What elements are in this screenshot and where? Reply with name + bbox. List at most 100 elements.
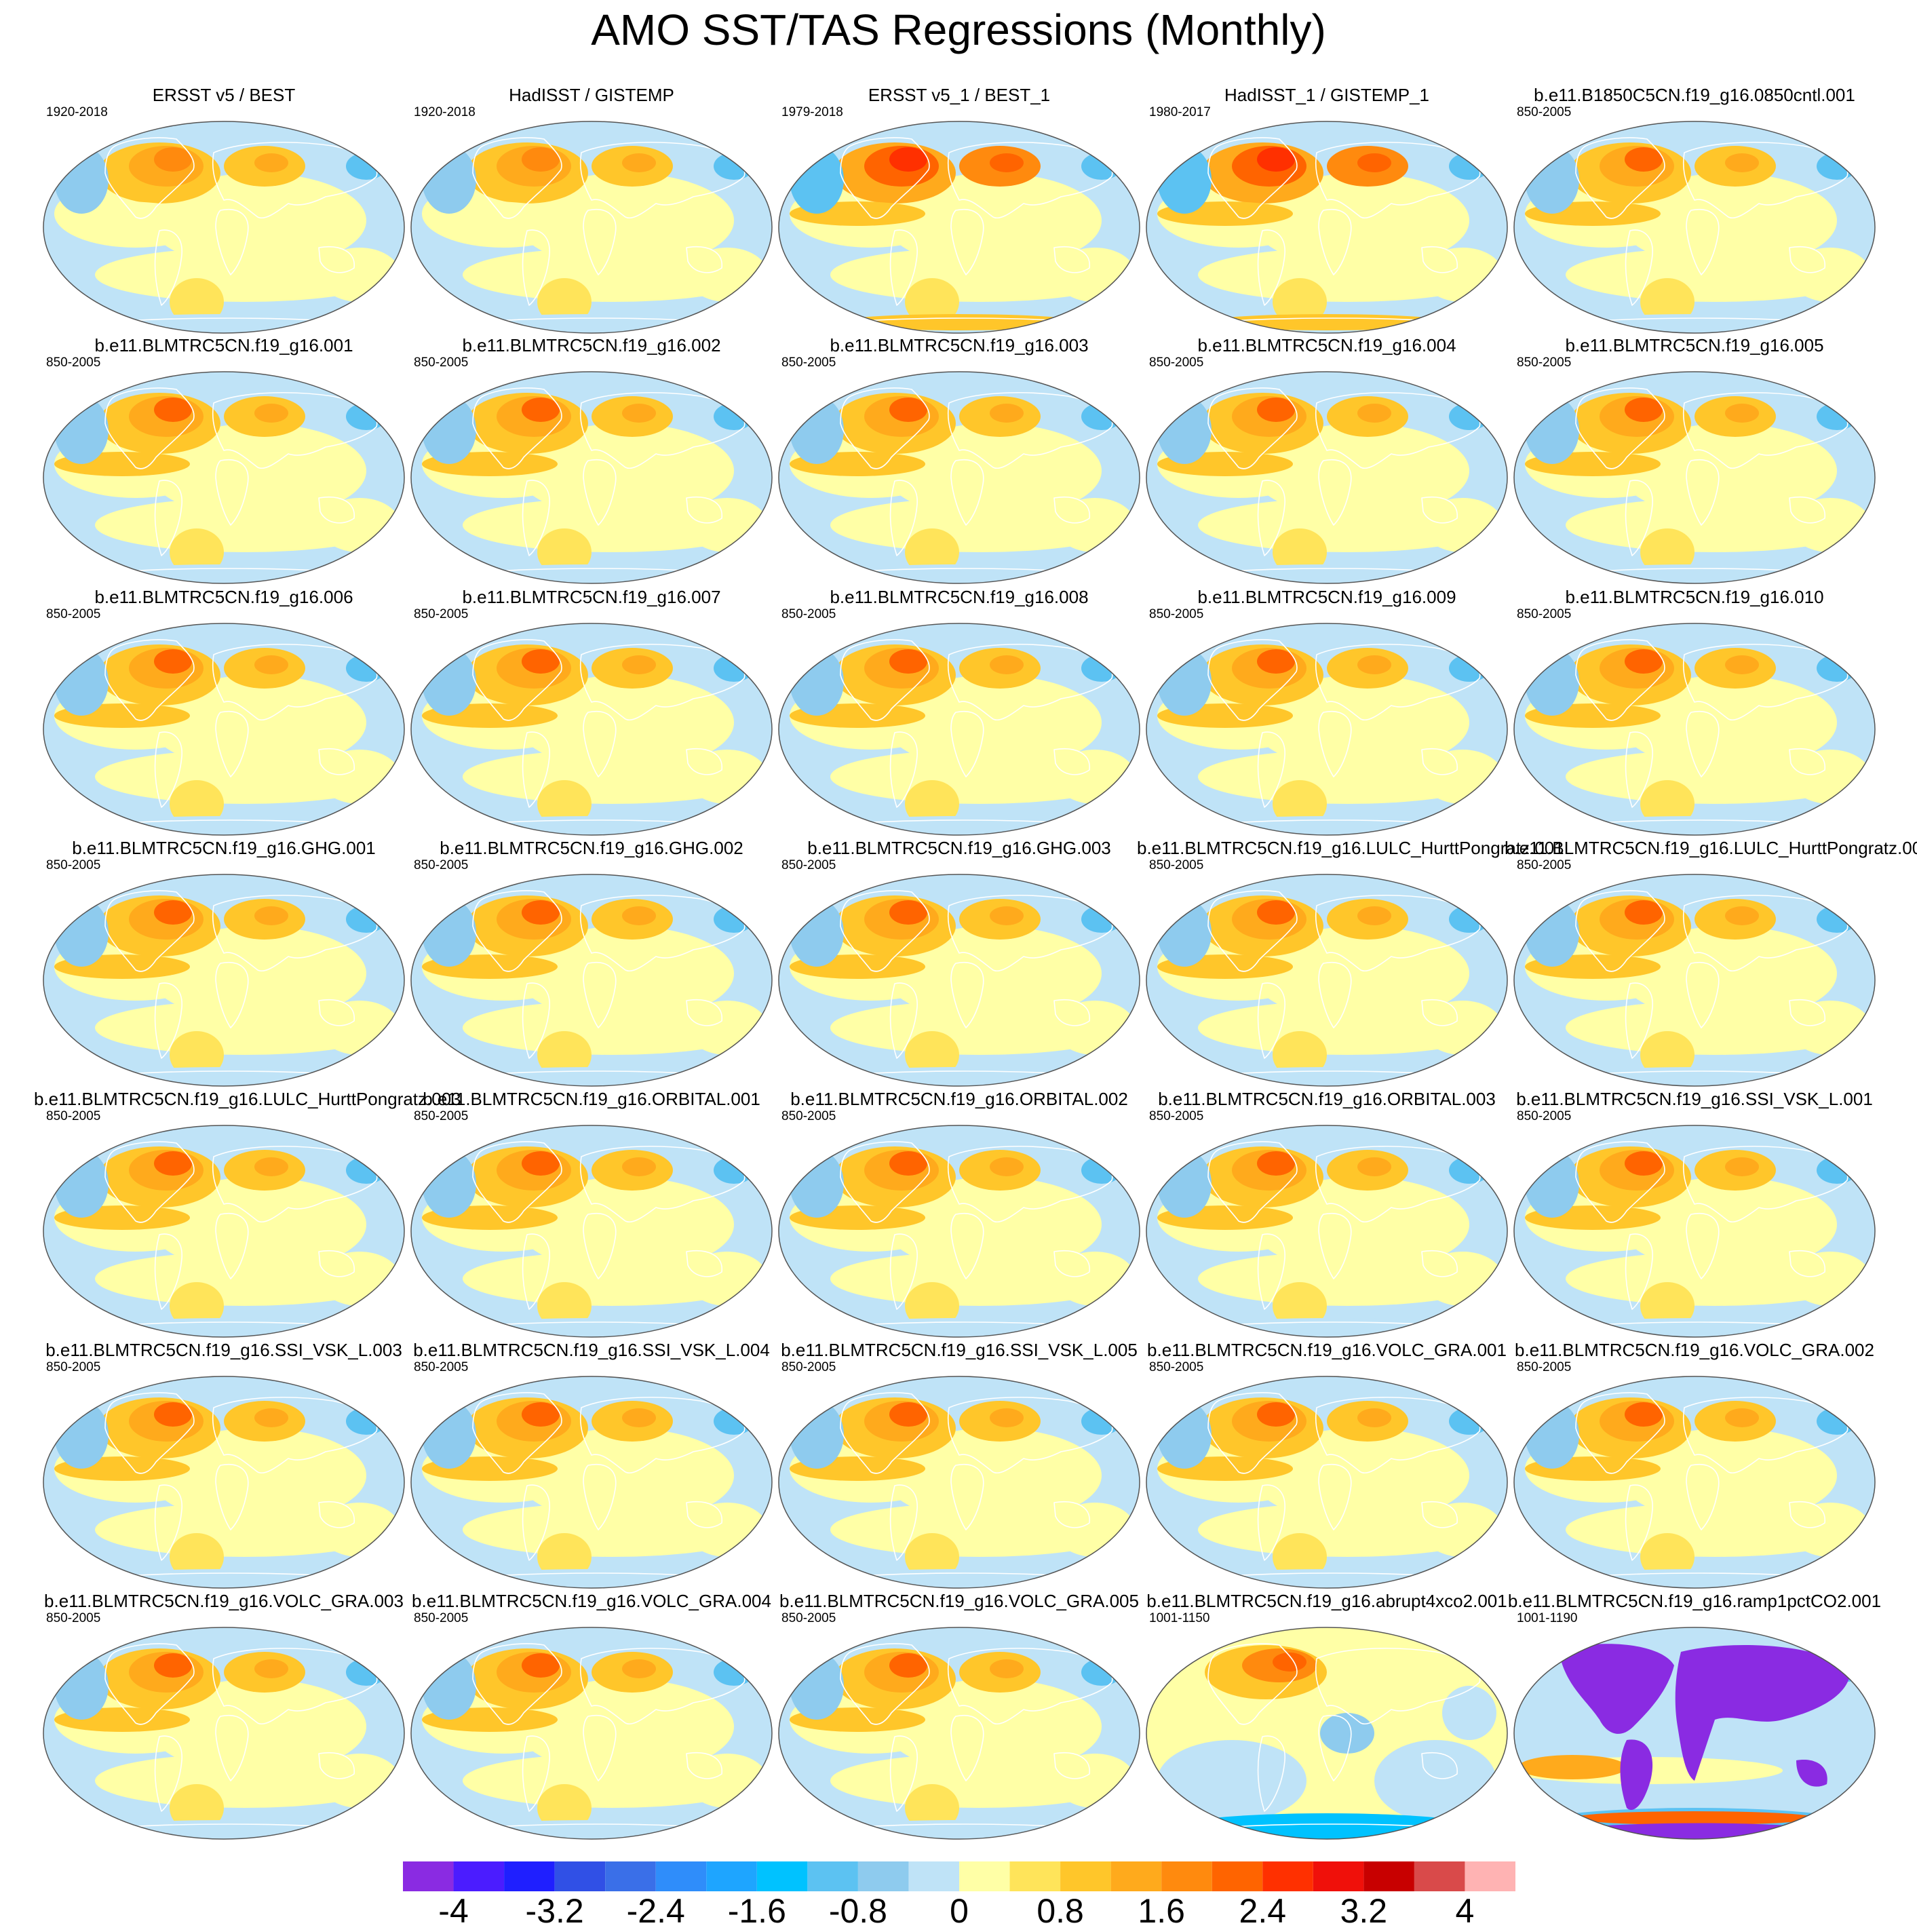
world-map (410, 371, 773, 584)
panel-period: 850-2005 (1517, 1360, 1572, 1374)
colorbar-swatch (1060, 1861, 1111, 1891)
map-panel: b.e11.BLMTRC5CN.f19_g16.GHG.002 850-2005 (408, 838, 775, 1089)
map-panel: b.e11.BLMTRC5CN.f19_g16.006 850-2005 (41, 587, 407, 838)
world-map (410, 874, 773, 1087)
world-map (1513, 1627, 1876, 1840)
panel-title: b.e11.BLMTRC5CN.f19_g16.VOLC_GRA.002 (1515, 1340, 1874, 1360)
panel-title: b.e11.BLMTRC5CN.f19_g16.002 (462, 335, 721, 355)
world-map (778, 874, 1140, 1087)
map-panel: b.e11.BLMTRC5CN.f19_g16.GHG.003 850-2005 (776, 838, 1142, 1089)
panel-period: 850-2005 (1149, 1360, 1204, 1374)
panel-period: 850-2005 (781, 1360, 836, 1374)
panel-title: b.e11.BLMTRC5CN.f19_g16.ORBITAL.002 (790, 1089, 1128, 1109)
panel-title: b.e11.BLMTRC5CN.f19_g16.SSI_VSK_L.001 (1516, 1089, 1873, 1109)
panel-period: 850-2005 (781, 858, 836, 872)
panel-period: 850-2005 (46, 607, 101, 621)
colorbar-swatch (706, 1861, 757, 1891)
world-map (43, 1376, 405, 1589)
map-panel: b.e11.BLMTRC5CN.f19_g16.LULC_HurttPongra… (1137, 838, 1564, 1089)
map-panel: b.e11.BLMTRC5CN.f19_g16.VOLC_GRA.005 850-… (776, 1591, 1142, 1842)
panel-period: 850-2005 (1517, 607, 1572, 621)
panel-period: 1920-2018 (46, 105, 108, 119)
world-map (1146, 1376, 1508, 1589)
map-panel: b.e11.BLMTRC5CN.f19_g16.010 850-2005 (1511, 587, 1878, 838)
colorbar-tick-label: 2.4 (1239, 1892, 1287, 1930)
colorbar-tick-label: 3.2 (1340, 1892, 1388, 1930)
map-panel: b.e11.BLMTRC5CN.f19_g16.SSI_VSK_L.003 850… (41, 1340, 407, 1591)
panel-period: 850-2005 (781, 607, 836, 621)
colorbar-tick-label: 0.8 (1037, 1892, 1084, 1930)
world-map (43, 1627, 405, 1840)
colorbar-swatch (403, 1861, 454, 1891)
map-panel: ERSST v5 / BEST 1920-2018 (41, 85, 407, 336)
panel-period: 850-2005 (46, 858, 101, 872)
panel-title: b.e11.BLMTRC5CN.f19_g16.007 (462, 587, 721, 607)
world-map (1146, 1627, 1508, 1840)
world-map (1146, 623, 1508, 836)
map-panel: b.e11.B1850C5CN.f19_g16.0850cntl.001 850-… (1511, 85, 1878, 336)
map-panel: b.e11.BLMTRC5CN.f19_g16.abrupt4xco2.001 1… (1144, 1591, 1510, 1842)
colorbar-swatch (1465, 1861, 1515, 1891)
map-panel: b.e11.BLMTRC5CN.f19_g16.LULC_HurttPongra… (34, 1089, 461, 1340)
colorbar-swatch (1009, 1861, 1061, 1891)
map-panel: b.e11.BLMTRC5CN.f19_g16.005 850-2005 (1511, 335, 1878, 586)
world-map (43, 121, 405, 334)
panel-period: 850-2005 (414, 1109, 469, 1123)
map-panel: b.e11.BLMTRC5CN.f19_g16.007 850-2005 (408, 587, 775, 838)
map-panel: b.e11.BLMTRC5CN.f19_g16.LULC_HurttPongra… (1505, 838, 1917, 1089)
world-map (778, 1125, 1140, 1338)
panel-period: 850-2005 (414, 858, 469, 872)
panel-title: b.e11.BLMTRC5CN.f19_g16.VOLC_GRA.003 (44, 1591, 404, 1611)
world-map (410, 1125, 773, 1338)
panel-title: b.e11.BLMTRC5CN.f19_g16.003 (830, 335, 1089, 355)
colorbar-swatch (807, 1861, 858, 1891)
panel-period: 1001-1190 (1517, 1611, 1578, 1625)
map-panel: b.e11.BLMTRC5CN.f19_g16.009 850-2005 (1144, 587, 1510, 838)
map-panel: b.e11.BLMTRC5CN.f19_g16.ORBITAL.003 850-2… (1144, 1089, 1510, 1340)
map-panel: b.e11.BLMTRC5CN.f19_g16.ORBITAL.001 850-2… (408, 1089, 775, 1340)
colorbar-swatch (655, 1861, 707, 1891)
panel-title: b.e11.BLMTRC5CN.f19_g16.GHG.003 (807, 838, 1111, 858)
panel-title: b.e11.BLMTRC5CN.f19_g16.GHG.001 (72, 838, 376, 858)
panel-period: 850-2005 (781, 1109, 836, 1123)
panel-period: 850-2005 (414, 1611, 469, 1625)
panel-period: 850-2005 (46, 355, 101, 370)
panel-title: b.e11.BLMTRC5CN.f19_g16.SSI_VSK_L.003 (45, 1340, 402, 1360)
colorbar-swatch (453, 1861, 505, 1891)
panel-title: ERSST v5 / BEST (152, 85, 296, 105)
panel-title: b.e11.BLMTRC5CN.f19_g16.abrupt4xco2.001 (1146, 1591, 1507, 1611)
colorbar-swatch (1161, 1861, 1212, 1891)
panel-period: 850-2005 (781, 355, 836, 370)
panel-period: 850-2005 (781, 1611, 836, 1625)
panel-period: 1001-1150 (1149, 1611, 1210, 1625)
panel-title: b.e11.BLMTRC5CN.f19_g16.LULC_HurttPongra… (34, 1089, 461, 1109)
panel-title: b.e11.BLMTRC5CN.f19_g16.009 (1197, 587, 1456, 607)
world-map (1513, 874, 1876, 1087)
colorbar-tick-label: -3.2 (525, 1892, 584, 1930)
colorbar-swatch (908, 1861, 959, 1891)
panel-title: b.e11.BLMTRC5CN.f19_g16.VOLC_GRA.004 (412, 1591, 771, 1611)
map-panel: b.e11.BLMTRC5CN.f19_g16.002 850-2005 (408, 335, 775, 586)
world-map (778, 121, 1140, 334)
world-map (410, 121, 773, 334)
panel-title: b.e11.BLMTRC5CN.f19_g16.ORBITAL.001 (423, 1089, 760, 1109)
colorbar-swatch (1110, 1861, 1162, 1891)
map-panel: b.e11.BLMTRC5CN.f19_g16.003 850-2005 (776, 335, 1142, 586)
map-panel: b.e11.BLMTRC5CN.f19_g16.GHG.001 850-2005 (41, 838, 407, 1089)
colorbar-tick-label: -2.4 (626, 1892, 685, 1930)
world-map (43, 874, 405, 1087)
panel-title: b.e11.BLMTRC5CN.f19_g16.005 (1565, 335, 1824, 355)
colorbar-labels: -4 -3.2 -2.4 -1.6 -0.8 0 0.8 1.6 2.4 3.2 4 (0, 1891, 1917, 1932)
world-map (778, 1376, 1140, 1589)
map-panel: b.e11.BLMTRC5CN.f19_g16.SSI_VSK_L.004 850… (408, 1340, 775, 1591)
panel-title: b.e11.BLMTRC5CN.f19_g16.SSI_VSK_L.004 (413, 1340, 770, 1360)
world-map (1146, 371, 1508, 584)
page-title: AMO SST/TAS Regressions (Monthly) (591, 5, 1326, 54)
colorbar-swatch (605, 1861, 656, 1891)
panel-title: b.e11.BLMTRC5CN.f19_g16.SSI_VSK_L.005 (781, 1340, 1138, 1360)
panel-period: 850-2005 (414, 607, 469, 621)
panel-title: b.e11.BLMTRC5CN.f19_g16.GHG.002 (440, 838, 743, 858)
colorbar-swatch (1262, 1861, 1313, 1891)
colorbar-swatch (959, 1861, 1010, 1891)
world-map (43, 623, 405, 836)
